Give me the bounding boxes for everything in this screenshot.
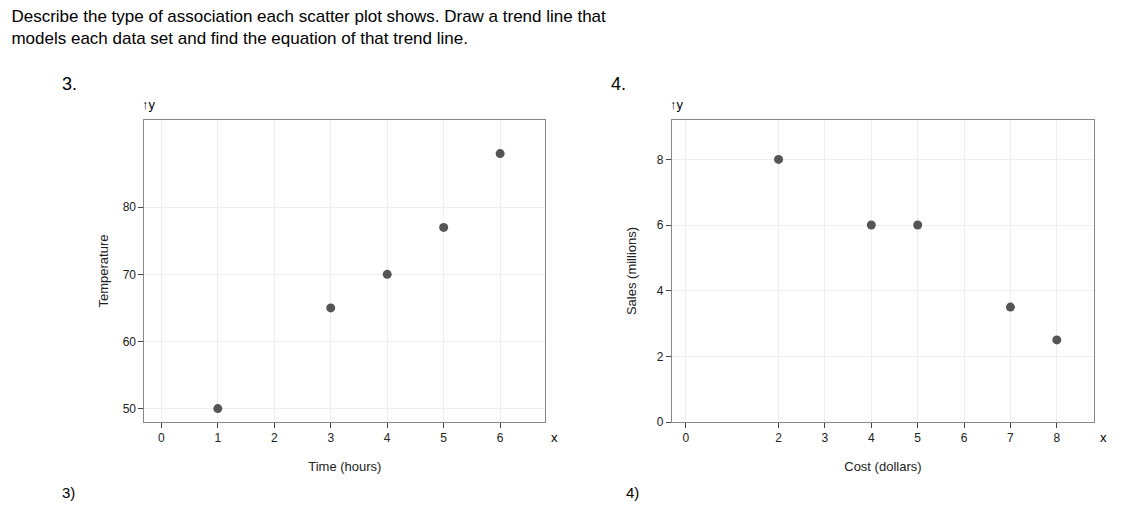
svg-text:1: 1	[214, 431, 221, 445]
svg-text:Time (hours): Time (hours)	[308, 459, 381, 474]
svg-text:3: 3	[327, 431, 334, 445]
svg-text:x: x	[551, 430, 558, 445]
svg-text:4): 4)	[626, 484, 639, 501]
svg-text:0: 0	[657, 415, 664, 429]
svg-text:5: 5	[914, 431, 921, 445]
svg-text:Describe the type of associati: Describe the type of association each sc…	[11, 7, 606, 48]
svg-text:3): 3)	[62, 484, 75, 501]
svg-text:↑y: ↑y	[670, 97, 684, 112]
svg-text:0: 0	[682, 431, 689, 445]
svg-text:2: 2	[271, 431, 278, 445]
svg-text:8: 8	[657, 153, 664, 167]
svg-text:4: 4	[657, 284, 664, 298]
svg-text:4: 4	[384, 431, 391, 445]
svg-text:70: 70	[123, 268, 137, 282]
svg-text:5: 5	[440, 431, 447, 445]
svg-text:7: 7	[1007, 431, 1014, 445]
svg-text:Cost (dollars): Cost (dollars)	[844, 459, 921, 474]
svg-text:6: 6	[657, 218, 664, 232]
svg-text:3: 3	[822, 431, 829, 445]
svg-text:80: 80	[123, 200, 137, 214]
svg-text:x: x	[1100, 430, 1107, 445]
svg-text:4.: 4.	[611, 74, 626, 94]
svg-text:↑y: ↑y	[142, 97, 156, 112]
svg-text:Temperature: Temperature	[96, 235, 111, 308]
svg-text:3.: 3.	[62, 74, 77, 94]
svg-text:8: 8	[1053, 431, 1060, 445]
svg-text:2: 2	[775, 431, 782, 445]
svg-text:0: 0	[158, 431, 165, 445]
svg-text:6: 6	[497, 431, 504, 445]
svg-text:4: 4	[868, 431, 875, 445]
svg-text:Sales (millions): Sales (millions)	[624, 227, 639, 315]
svg-text:50: 50	[123, 402, 137, 416]
svg-text:2: 2	[657, 350, 664, 364]
svg-text:60: 60	[123, 335, 137, 349]
svg-text:6: 6	[961, 431, 968, 445]
